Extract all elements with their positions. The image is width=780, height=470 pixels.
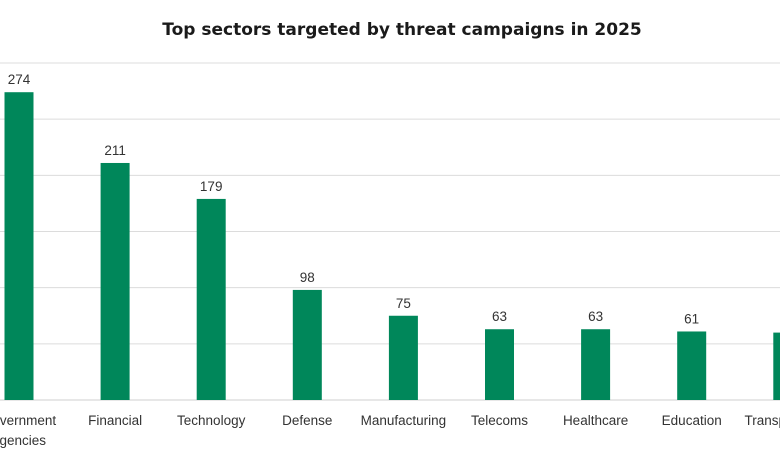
chart-title: Top sectors targeted by threat campaigns… — [162, 20, 642, 40]
data-label: 63 — [588, 309, 603, 324]
bar — [581, 329, 611, 400]
bar — [677, 331, 707, 400]
x-tick-label: Defense — [282, 413, 332, 428]
x-tick-label: Healthcare — [563, 413, 628, 428]
data-label: 61 — [684, 311, 699, 326]
data-label: 63 — [492, 309, 507, 324]
x-tick-label: Technology — [177, 413, 246, 428]
x-tick-label: Telecoms — [471, 413, 528, 428]
data-label: 75 — [396, 296, 411, 311]
bar — [4, 92, 34, 400]
x-tick-label: Manufacturing — [361, 413, 447, 428]
data-label: 211 — [104, 143, 126, 158]
bar — [773, 332, 780, 400]
data-label: 98 — [300, 270, 315, 285]
bar — [100, 162, 130, 400]
bar — [196, 198, 226, 400]
bar — [388, 315, 418, 400]
bar — [292, 289, 322, 400]
data-label: 179 — [200, 179, 223, 194]
x-tick-label: Financial — [88, 413, 142, 428]
bar — [485, 329, 514, 400]
x-tick-label: Transportation — [745, 413, 780, 428]
data-label: 274 — [8, 72, 31, 87]
x-tick-label: Education — [662, 413, 722, 428]
x-tick-label: Governmentagencies — [0, 413, 56, 448]
